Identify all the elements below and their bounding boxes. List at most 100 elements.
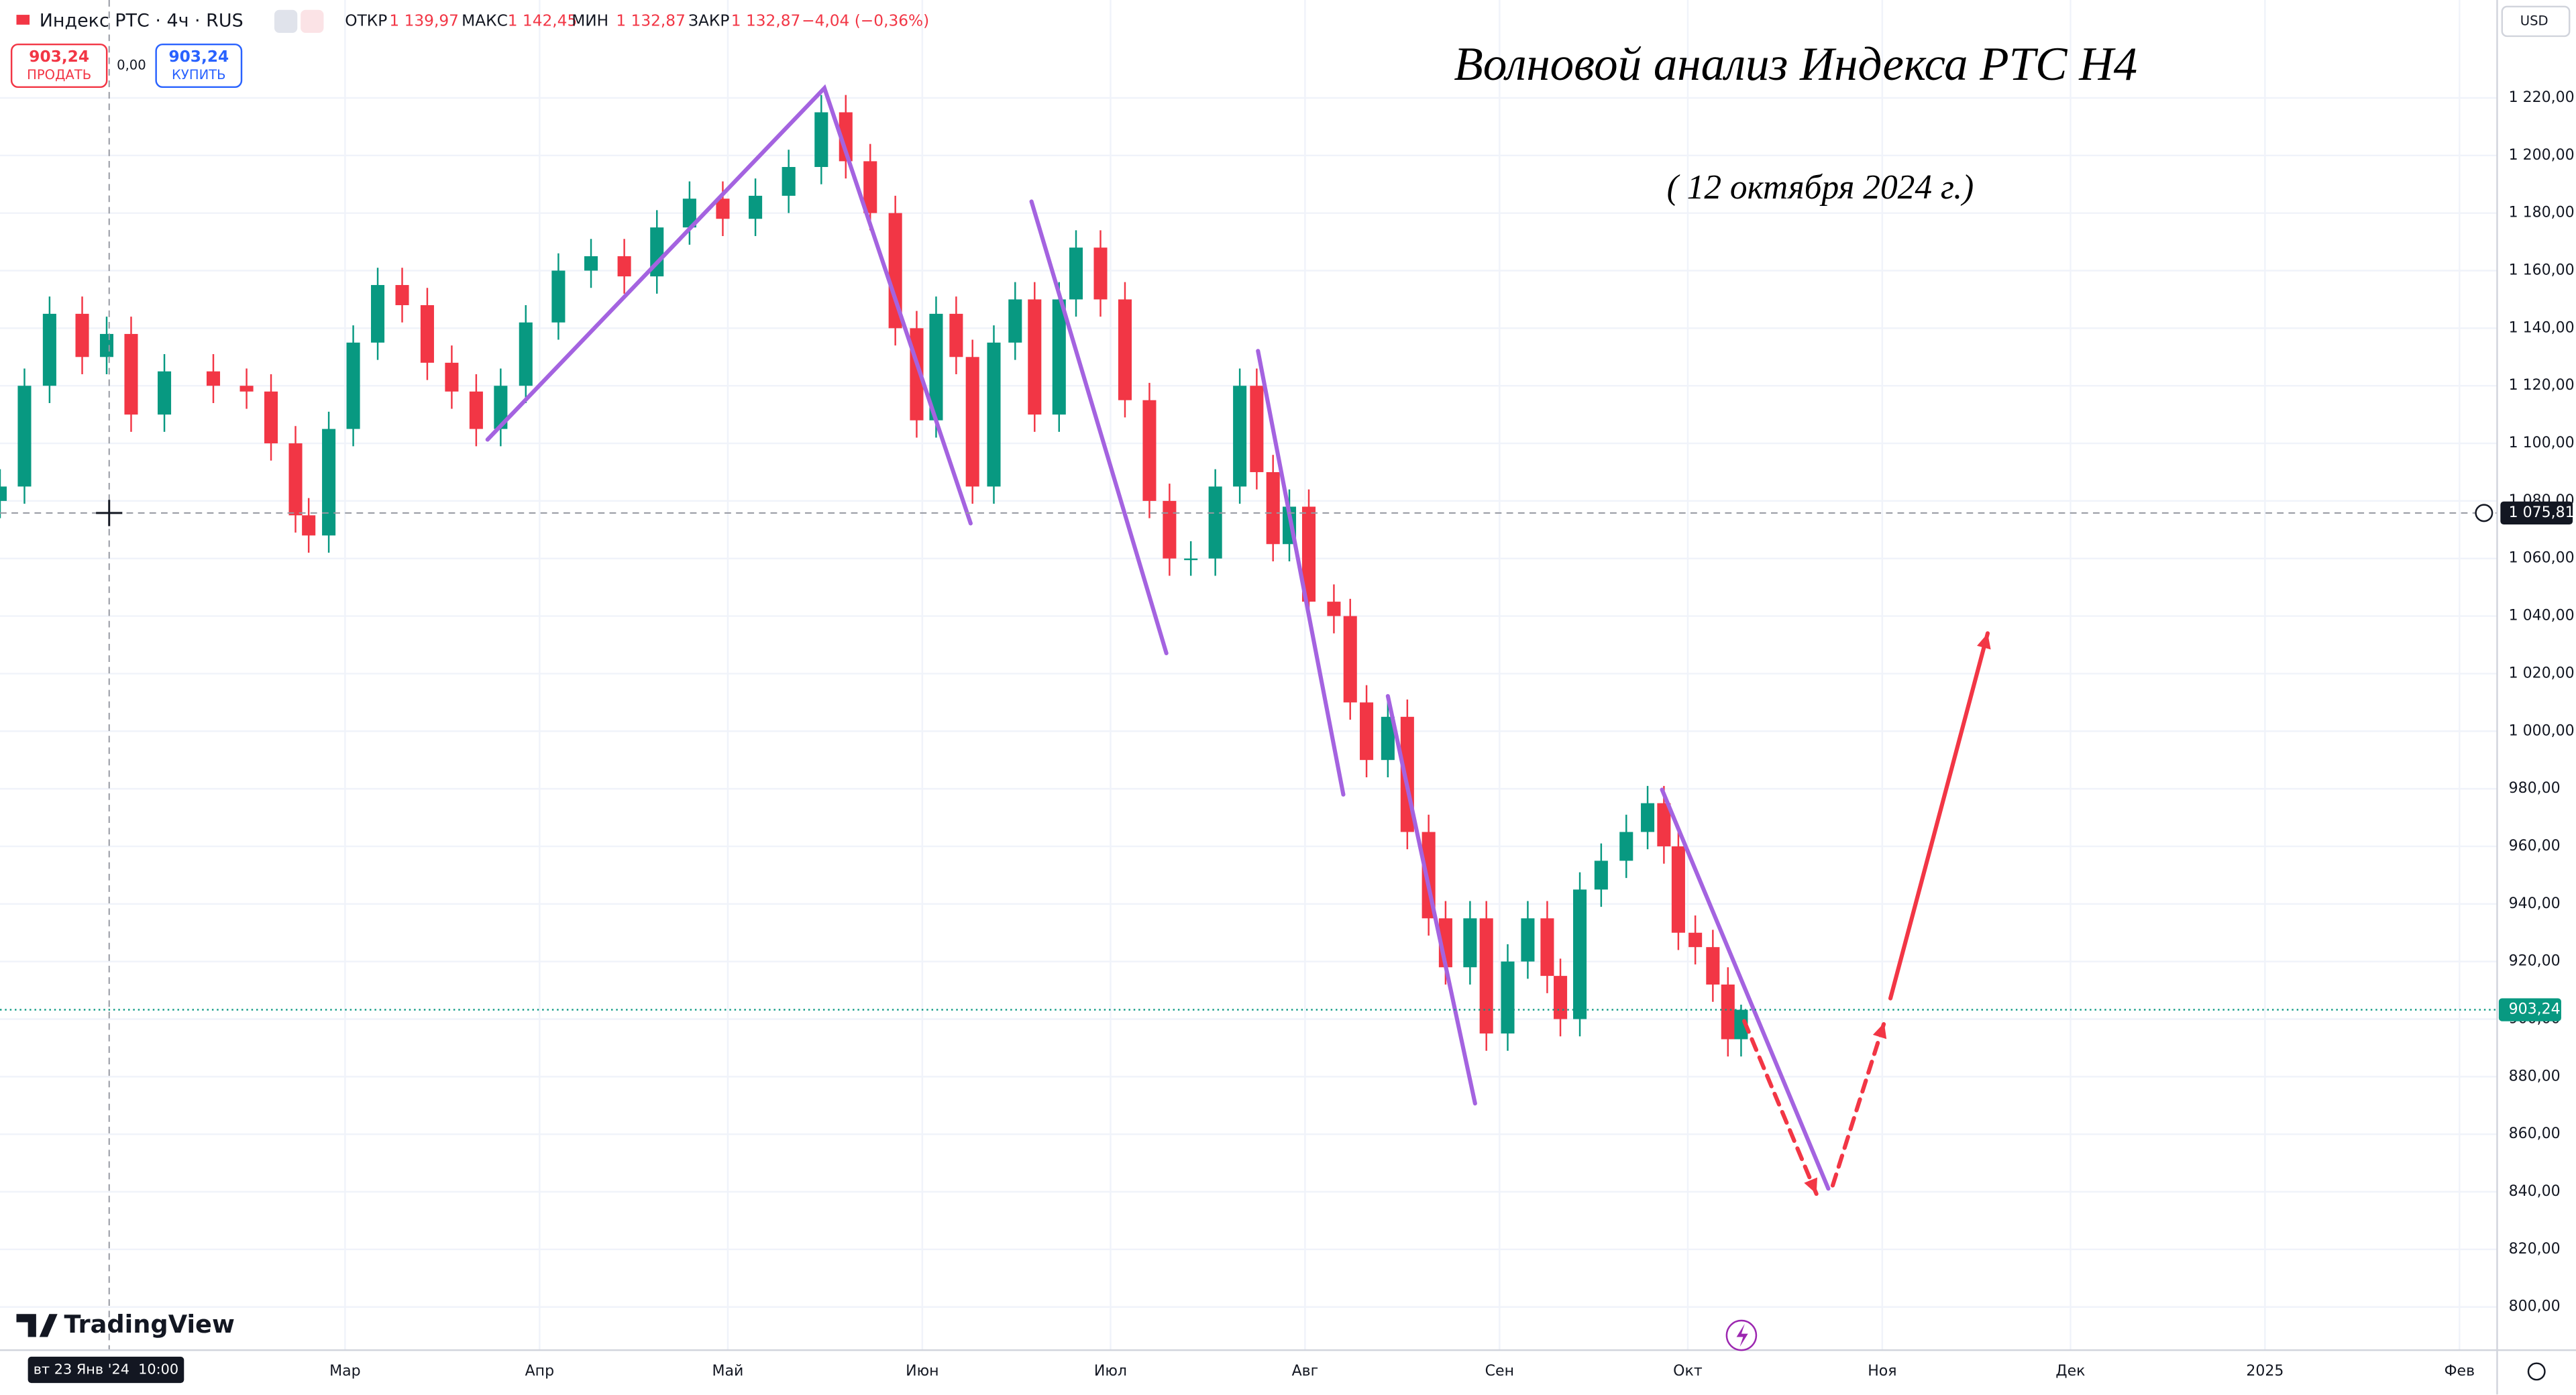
ohlc-label: ОТКР: [345, 11, 387, 30]
candle-body: [888, 213, 902, 329]
symbol[interactable]: Индекс РТС · 4ч · RUS: [40, 10, 244, 31]
candle-body: [1142, 400, 1157, 501]
candle-body: [1069, 247, 1083, 300]
candle-body: [75, 313, 89, 357]
arrow-head: [1977, 633, 1991, 650]
candle-body: [1688, 932, 1703, 948]
change: −4,04 (−0,36%): [802, 11, 929, 30]
y-tick-label: 1 160,00: [2509, 262, 2575, 279]
candle-body: [839, 112, 853, 162]
y-tick-label: 980,00: [2509, 780, 2561, 797]
y-tick-label: 840,00: [2509, 1183, 2561, 1200]
candle-body: [1118, 299, 1132, 400]
x-tick-label: 2025: [2246, 1363, 2284, 1380]
ohlc-value: 1 132,87: [731, 11, 801, 30]
settings-icon[interactable]: [2527, 1362, 2546, 1381]
ohlc-label: МИН: [572, 11, 608, 30]
y-tick-label: 960,00: [2509, 838, 2561, 854]
x-tick-label: Апр: [525, 1363, 554, 1380]
ohlc-value: 1 142,45: [508, 11, 578, 30]
wave-line: [1385, 693, 1477, 1106]
candle-body: [371, 284, 385, 343]
y-tick-label: 1 040,00: [2509, 608, 2575, 624]
candle-body: [1706, 947, 1720, 985]
buy-price: 903,24: [168, 48, 229, 66]
candle-body: [1052, 299, 1066, 415]
candle-body: [302, 515, 316, 536]
candle-body: [99, 333, 114, 357]
candle-body: [1301, 506, 1316, 602]
candle-body: [1266, 471, 1280, 545]
events-icon-bolt: [1736, 1323, 1748, 1347]
arrow-head: [1804, 1177, 1817, 1194]
candle-body: [288, 443, 303, 516]
crosshair-price-tag: [2500, 501, 2573, 525]
candle-body: [551, 270, 566, 323]
x-tick-label: Ноя: [1868, 1363, 1896, 1380]
ohlc-value: 1 139,97: [389, 11, 459, 30]
candle-body: [863, 161, 877, 213]
candle-body: [929, 313, 943, 421]
y-tick-label: 1 180,00: [2509, 205, 2575, 221]
candle-body: [1734, 1009, 1748, 1040]
candle-body: [682, 199, 696, 228]
chart-subtitle: ( 12 октября 2024 г.): [1667, 168, 1974, 207]
candle-body: [1501, 961, 1515, 1034]
candle-body: [1479, 918, 1493, 1034]
x-tick-label: Июл: [1094, 1363, 1127, 1380]
crosshair-time-tag: [28, 1356, 184, 1384]
plot: [0, 0, 2498, 1351]
x-tick-label: Мар: [329, 1363, 361, 1380]
candle-body: [494, 386, 508, 429]
axes: 800,00820,00840,00860,00880,00900,00920,…: [28, 89, 2575, 1384]
candle-body: [814, 112, 828, 167]
buy-label: КУПИТЬ: [172, 67, 226, 82]
currency-button[interactable]: [2501, 5, 2571, 38]
x-tick-label: Авг: [1292, 1363, 1319, 1380]
x-tick-label: Окт: [1673, 1363, 1703, 1380]
candle-body: [1554, 976, 1568, 1019]
candle-body: [1463, 918, 1477, 968]
crosshair-cursor: [96, 500, 123, 526]
candle-body: [1671, 846, 1685, 933]
y-tick-label: 940,00: [2509, 895, 2561, 912]
candle-body: [124, 333, 138, 415]
chart-title: Волновой анализ Индекса РТС Н4: [1454, 38, 2137, 91]
toggle-icon[interactable]: [301, 9, 324, 34]
sell-button[interactable]: [10, 43, 108, 89]
candle-body: [1184, 558, 1198, 561]
spread: 0,00: [117, 58, 146, 73]
candle-body: [420, 305, 434, 363]
candle-body: [1657, 803, 1671, 846]
candle-body: [716, 199, 730, 219]
candle-body: [158, 371, 172, 415]
toggle-icon[interactable]: [274, 9, 298, 34]
candle-body: [1360, 702, 1374, 761]
candle-body: [1721, 984, 1735, 1040]
buy-button[interactable]: [155, 43, 243, 89]
ohlc-label: ЗАКР: [688, 11, 729, 30]
ohlc-label: МАКС: [462, 11, 508, 30]
currency: USD: [2520, 13, 2548, 28]
sell-label: ПРОДАТЬ: [27, 67, 91, 82]
logo-icon: [16, 1314, 58, 1337]
y-tick-label: 1 220,00: [2509, 89, 2575, 106]
candle-body: [264, 391, 278, 444]
wave-line: [1888, 631, 1990, 1001]
add-alert-icon[interactable]: [2475, 504, 2493, 522]
arrow-head: [1872, 1023, 1887, 1040]
candle-body: [965, 357, 979, 487]
grid: [0, 0, 2498, 1351]
y-tick-label: 1 100,00: [2509, 435, 2575, 451]
candle-body: [1641, 803, 1655, 832]
sell-price: 903,24: [29, 48, 89, 66]
wave-line: [1256, 349, 1346, 797]
y-tick-label: 1 200,00: [2509, 147, 2575, 164]
candle-body: [322, 429, 336, 536]
candle-body: [0, 486, 7, 501]
candle-body: [1619, 832, 1633, 861]
x-tick-label: Май: [712, 1363, 744, 1380]
last-price-label: 903,24: [2509, 1001, 2561, 1018]
candle-body: [1208, 486, 1222, 559]
